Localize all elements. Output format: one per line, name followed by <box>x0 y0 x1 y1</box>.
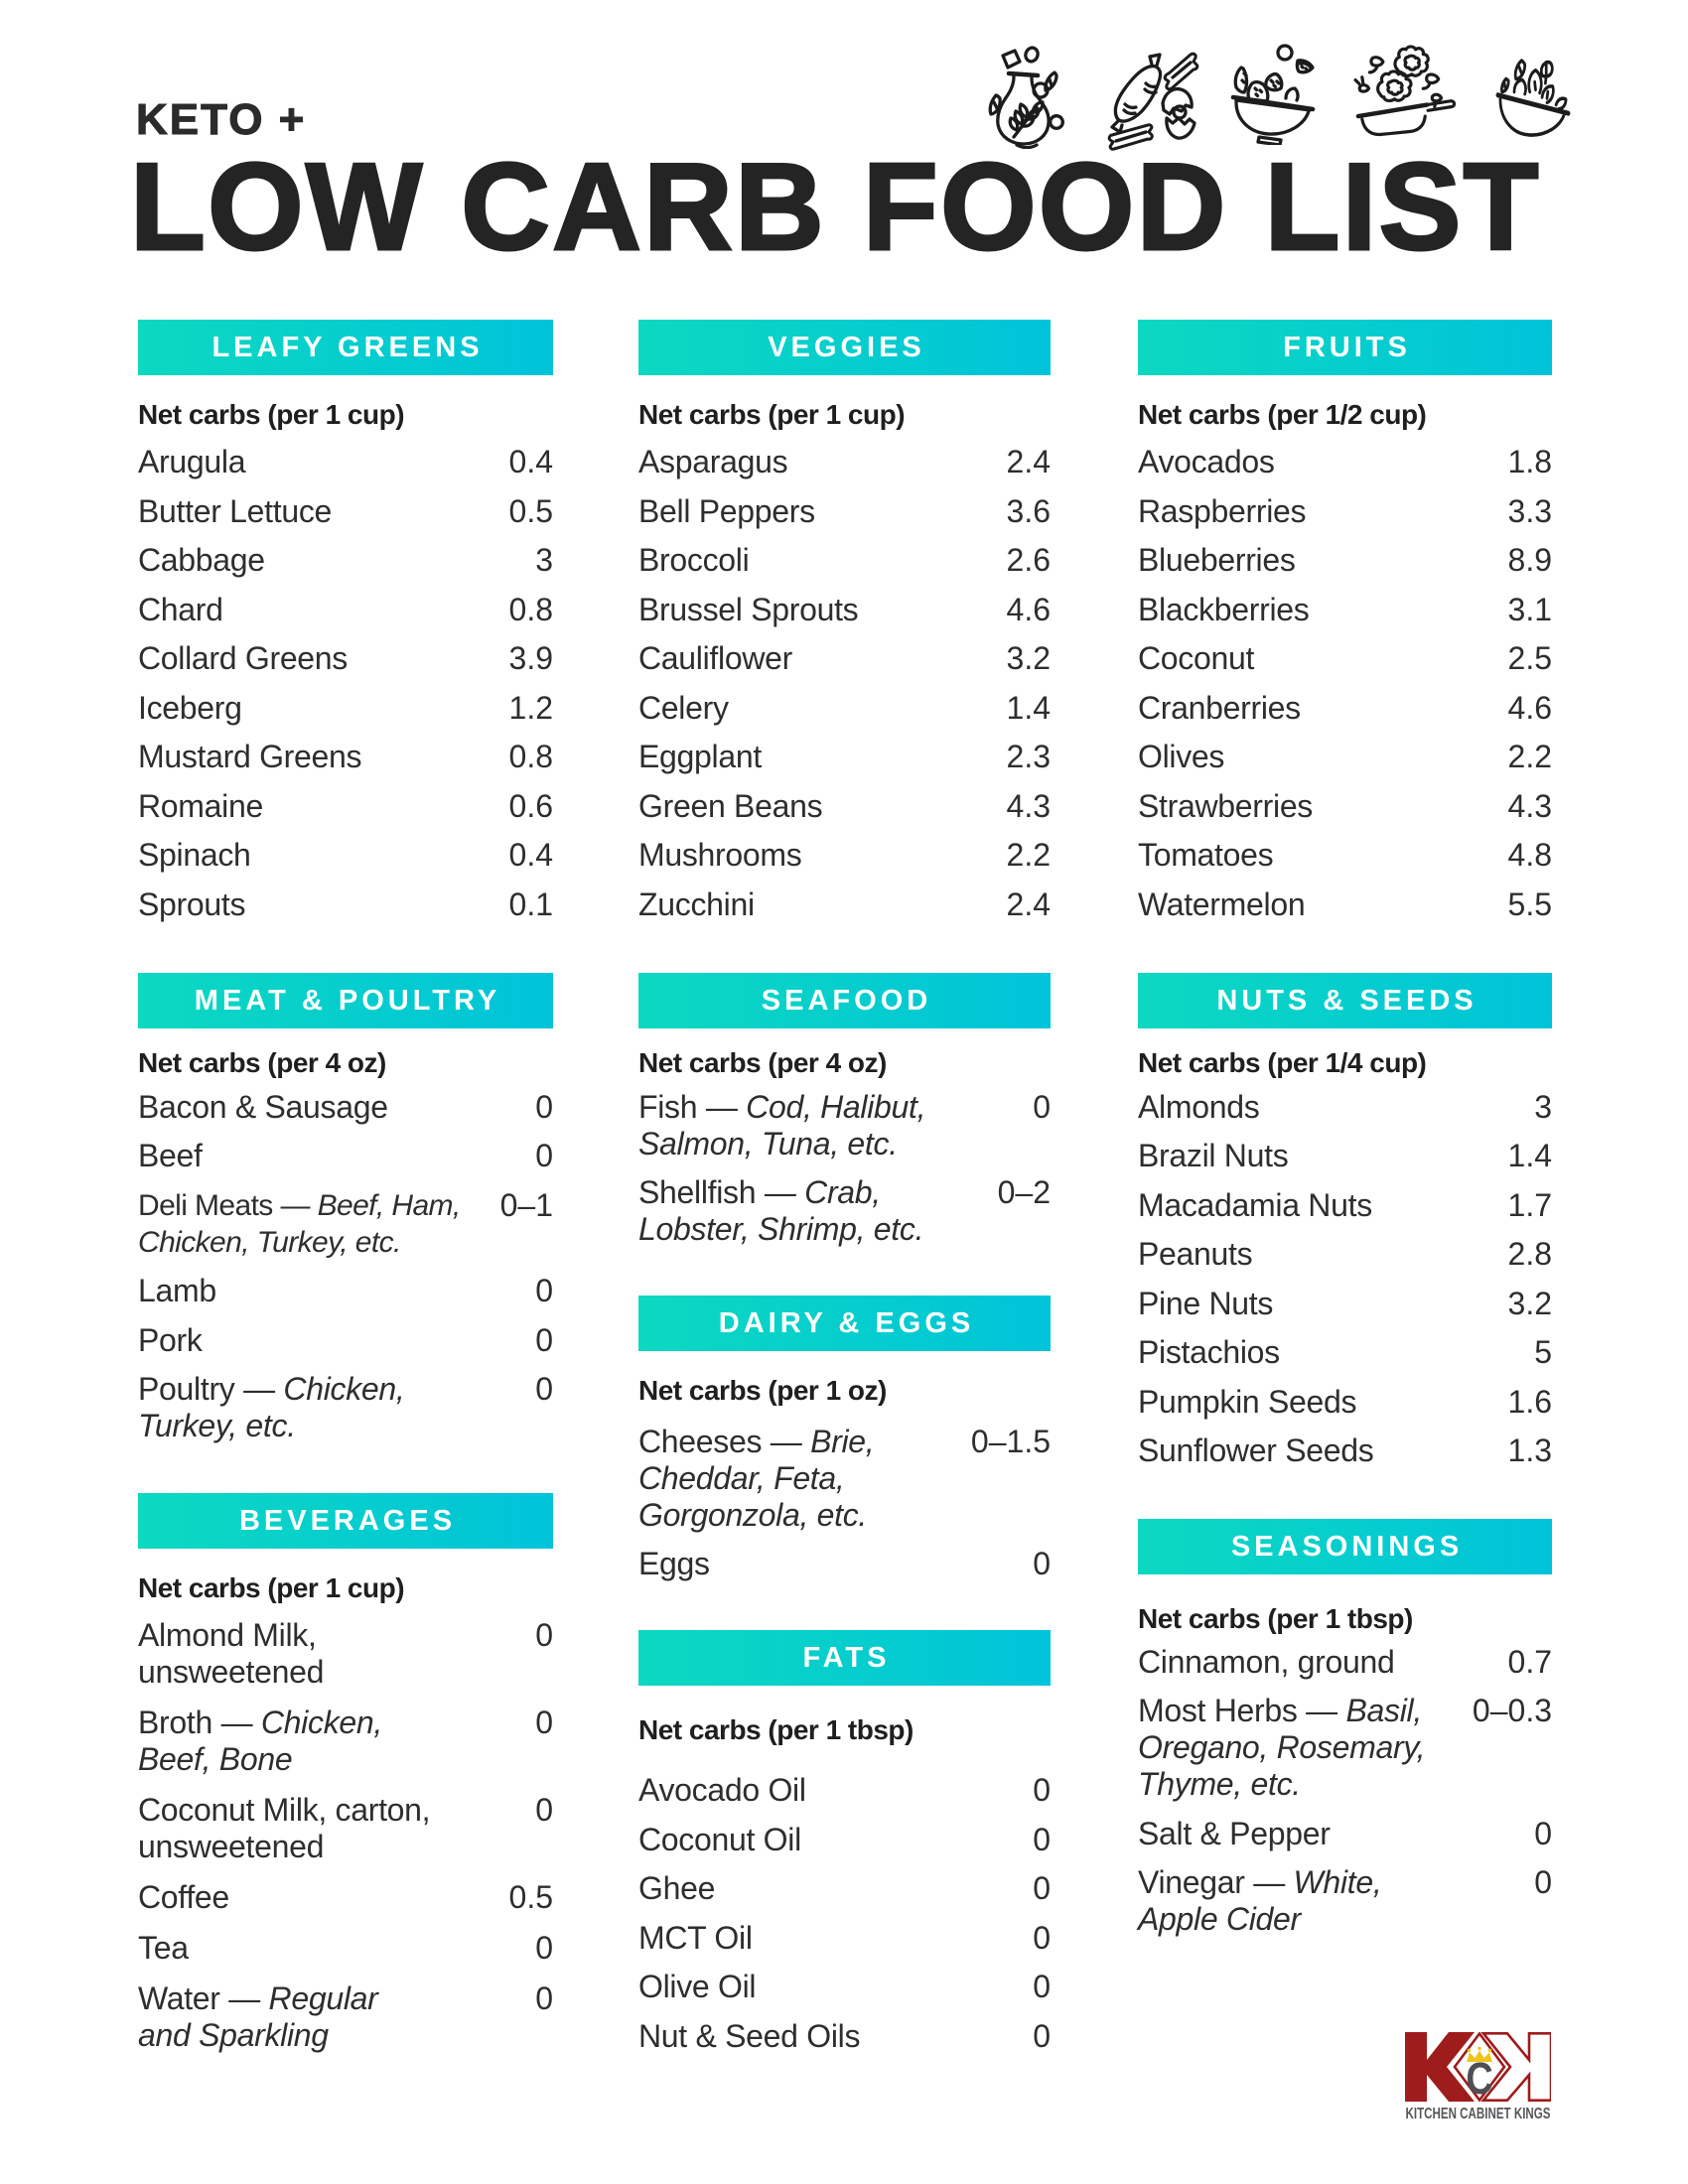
svg-text:KITCHEN CABINET KINGS: KITCHEN CABINET KINGS <box>1406 2106 1551 2121</box>
